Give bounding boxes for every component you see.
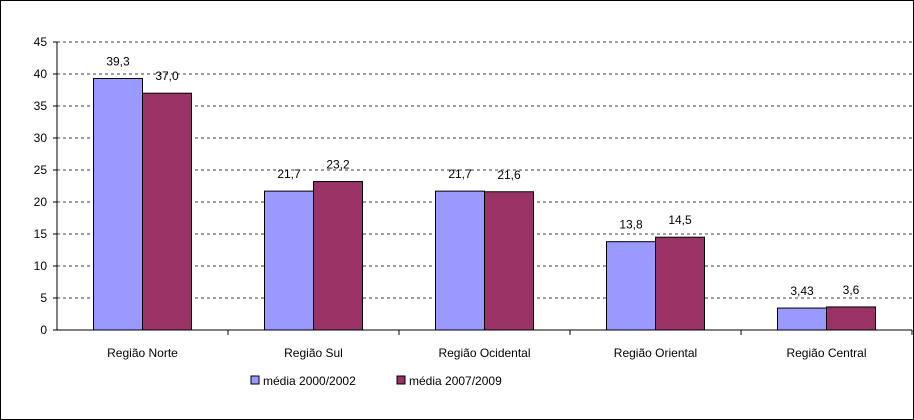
y-tick-label: 5: [40, 291, 47, 305]
data-label: 3,6: [843, 283, 860, 297]
bar: [655, 236, 705, 331]
x-tick-label: Região Sul: [284, 346, 343, 360]
x-tick-label: Região Central: [786, 346, 866, 360]
bar: [777, 307, 827, 331]
y-tick-label: 25: [34, 163, 48, 177]
legend-swatch: [396, 375, 406, 385]
y-tick-label: 45: [34, 35, 48, 49]
bar: [606, 241, 656, 331]
x-tick-label: Região Ocidental: [438, 346, 530, 360]
y-tick-label: 20: [34, 195, 48, 209]
legend-label: média 2007/2009: [409, 374, 502, 388]
data-label: 23,2: [326, 158, 350, 172]
bar: [93, 77, 143, 331]
bar: [313, 181, 363, 331]
data-label: 21,7: [448, 167, 472, 181]
data-label: 14,5: [668, 213, 692, 227]
x-tick-label: Região Oriental: [614, 346, 697, 360]
y-tick-label: 0: [40, 323, 47, 337]
y-tick-label: 10: [34, 259, 48, 273]
bar: [826, 306, 876, 331]
data-label: 37,0: [155, 69, 179, 83]
legend-swatch: [250, 375, 260, 385]
bar: [264, 190, 314, 331]
y-tick-label: 35: [34, 99, 48, 113]
bar: [435, 190, 485, 331]
y-tick-label: 15: [34, 227, 48, 241]
data-label: 21,7: [277, 167, 301, 181]
bar: [484, 191, 534, 331]
x-tick-label: Região Norte: [107, 346, 178, 360]
y-tick-label: 30: [34, 131, 48, 145]
data-label: 13,8: [619, 218, 643, 232]
bar: [142, 92, 192, 331]
data-label: 39,3: [106, 54, 130, 68]
data-label: 21,6: [497, 168, 521, 182]
y-tick-label: 40: [34, 67, 48, 81]
data-label: 3,43: [790, 284, 814, 298]
legend-label: média 2000/2002: [263, 374, 356, 388]
